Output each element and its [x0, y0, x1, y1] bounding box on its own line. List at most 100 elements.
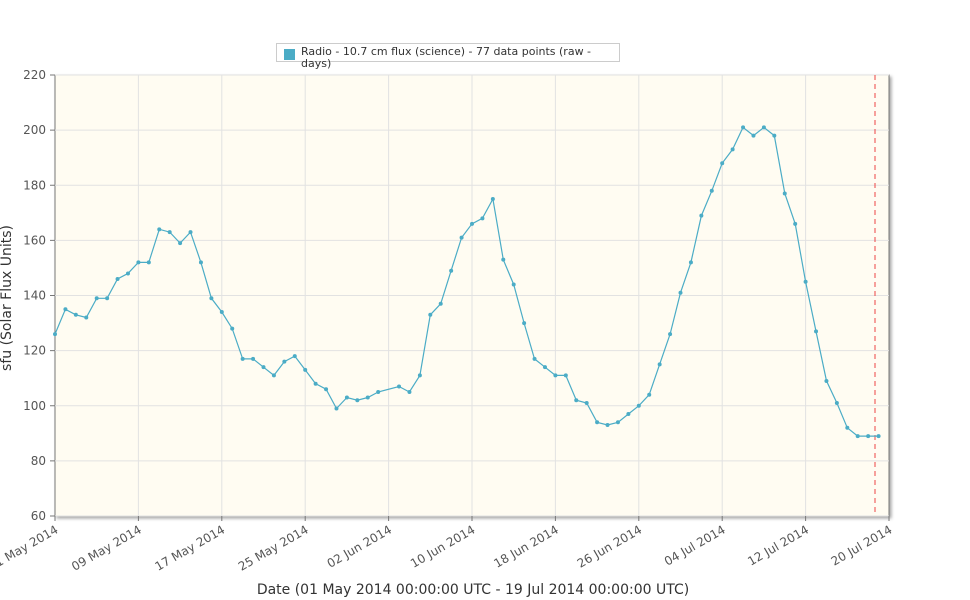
data-point[interactable] — [824, 378, 829, 383]
x-tick-label: 20 Jul 2014 — [829, 522, 895, 568]
data-point[interactable] — [709, 188, 714, 193]
data-point[interactable] — [782, 191, 787, 196]
data-point[interactable] — [303, 367, 308, 372]
data-point[interactable] — [688, 260, 693, 265]
x-axis-ticks: 01 May 2014 09 May 2014 17 May 2014 25 May … — [0, 516, 895, 574]
y-tick-label: 80 — [31, 454, 46, 468]
data-point[interactable] — [542, 365, 547, 370]
data-point[interactable] — [866, 434, 871, 439]
data-point[interactable] — [553, 373, 558, 378]
data-point[interactable] — [532, 356, 537, 361]
data-point[interactable] — [53, 332, 57, 337]
data-point[interactable] — [282, 359, 287, 364]
data-point[interactable] — [219, 310, 224, 315]
data-point[interactable] — [94, 296, 99, 301]
data-point[interactable] — [188, 230, 193, 235]
y-tick-label: 100 — [23, 399, 46, 413]
data-point[interactable] — [209, 296, 214, 301]
data-point[interactable] — [657, 362, 662, 367]
x-tick-label: 02 Jun 2014 — [325, 522, 395, 570]
data-point[interactable] — [292, 354, 297, 359]
data-point[interactable] — [125, 271, 130, 276]
data-point[interactable] — [511, 282, 516, 287]
data-point[interactable] — [595, 420, 600, 425]
data-point[interactable] — [834, 400, 839, 405]
data-point[interactable] — [271, 373, 276, 378]
data-point[interactable] — [407, 389, 412, 394]
data-point[interactable] — [501, 257, 506, 262]
data-point[interactable] — [751, 133, 756, 138]
data-point[interactable] — [563, 373, 568, 378]
data-point[interactable] — [584, 400, 589, 405]
data-point[interactable] — [522, 321, 527, 326]
data-point[interactable] — [720, 161, 725, 166]
data-point[interactable] — [761, 125, 766, 130]
data-point[interactable] — [178, 241, 183, 246]
data-point[interactable] — [845, 425, 850, 430]
data-point[interactable] — [198, 260, 203, 265]
grid-lines — [55, 74, 889, 517]
data-point[interactable] — [334, 406, 339, 411]
data-point[interactable] — [324, 387, 329, 392]
y-tick-label: 160 — [23, 233, 46, 247]
data-point[interactable] — [793, 221, 798, 226]
y-tick-label: 140 — [23, 289, 46, 303]
x-tick-label: 26 Jun 2014 — [575, 522, 645, 570]
data-point[interactable] — [313, 381, 318, 386]
data-point[interactable] — [470, 221, 474, 226]
y-tick-label: 180 — [23, 178, 46, 192]
data-point[interactable] — [626, 412, 631, 417]
data-point[interactable] — [699, 213, 704, 218]
data-point[interactable] — [772, 133, 777, 138]
data-point[interactable] — [605, 423, 610, 428]
data-point[interactable] — [449, 268, 454, 273]
data-point[interactable] — [480, 216, 485, 221]
data-point[interactable] — [63, 307, 68, 312]
x-tick-label: 25 May 2014 — [236, 522, 311, 573]
data-point[interactable] — [615, 420, 620, 425]
data-point[interactable] — [230, 326, 235, 331]
data-point[interactable] — [146, 260, 151, 265]
data-point[interactable] — [344, 395, 349, 400]
data-point[interactable] — [240, 356, 245, 361]
data-point[interactable] — [365, 395, 370, 400]
y-tick-label: 120 — [23, 344, 46, 358]
data-point[interactable] — [136, 260, 141, 265]
x-tick-label: 04 Jul 2014 — [662, 522, 728, 568]
data-point[interactable] — [490, 197, 495, 202]
data-point[interactable] — [355, 398, 360, 403]
data-point[interactable] — [115, 276, 120, 281]
data-point[interactable] — [814, 329, 819, 334]
data-point[interactable] — [438, 301, 443, 306]
data-point[interactable] — [167, 230, 172, 235]
data-point[interactable] — [636, 403, 641, 408]
data-point[interactable] — [459, 235, 464, 240]
data-point[interactable] — [84, 315, 89, 320]
data-point[interactable] — [574, 398, 579, 403]
y-tick-label: 220 — [23, 68, 46, 82]
data-point[interactable] — [157, 227, 162, 232]
data-point[interactable] — [741, 125, 746, 130]
data-point[interactable] — [647, 392, 652, 397]
legend[interactable]: Radio - 10.7 cm flux (science) - 77 data… — [276, 43, 620, 70]
data-point[interactable] — [730, 147, 735, 152]
data-point[interactable] — [678, 290, 683, 295]
x-tick-label: 01 May 2014 — [0, 522, 60, 573]
data-point[interactable] — [105, 296, 110, 301]
y-tick-label: 60 — [31, 509, 46, 523]
data-point[interactable] — [803, 279, 808, 284]
data-point[interactable] — [668, 332, 673, 337]
x-tick-label: 18 Jun 2014 — [491, 522, 561, 570]
data-point[interactable] — [73, 312, 78, 317]
data-point[interactable] — [251, 356, 256, 361]
data-point[interactable] — [261, 365, 266, 370]
data-point[interactable] — [417, 373, 422, 378]
x-axis-label: Date (01 May 2014 00:00:00 UTC - 19 Jul … — [256, 582, 690, 598]
data-point[interactable] — [428, 312, 433, 317]
data-point[interactable] — [876, 434, 881, 439]
y-tick-label: 200 — [23, 123, 46, 137]
data-point[interactable] — [376, 389, 381, 394]
data-point[interactable] — [855, 434, 860, 439]
data-point[interactable] — [397, 384, 402, 389]
